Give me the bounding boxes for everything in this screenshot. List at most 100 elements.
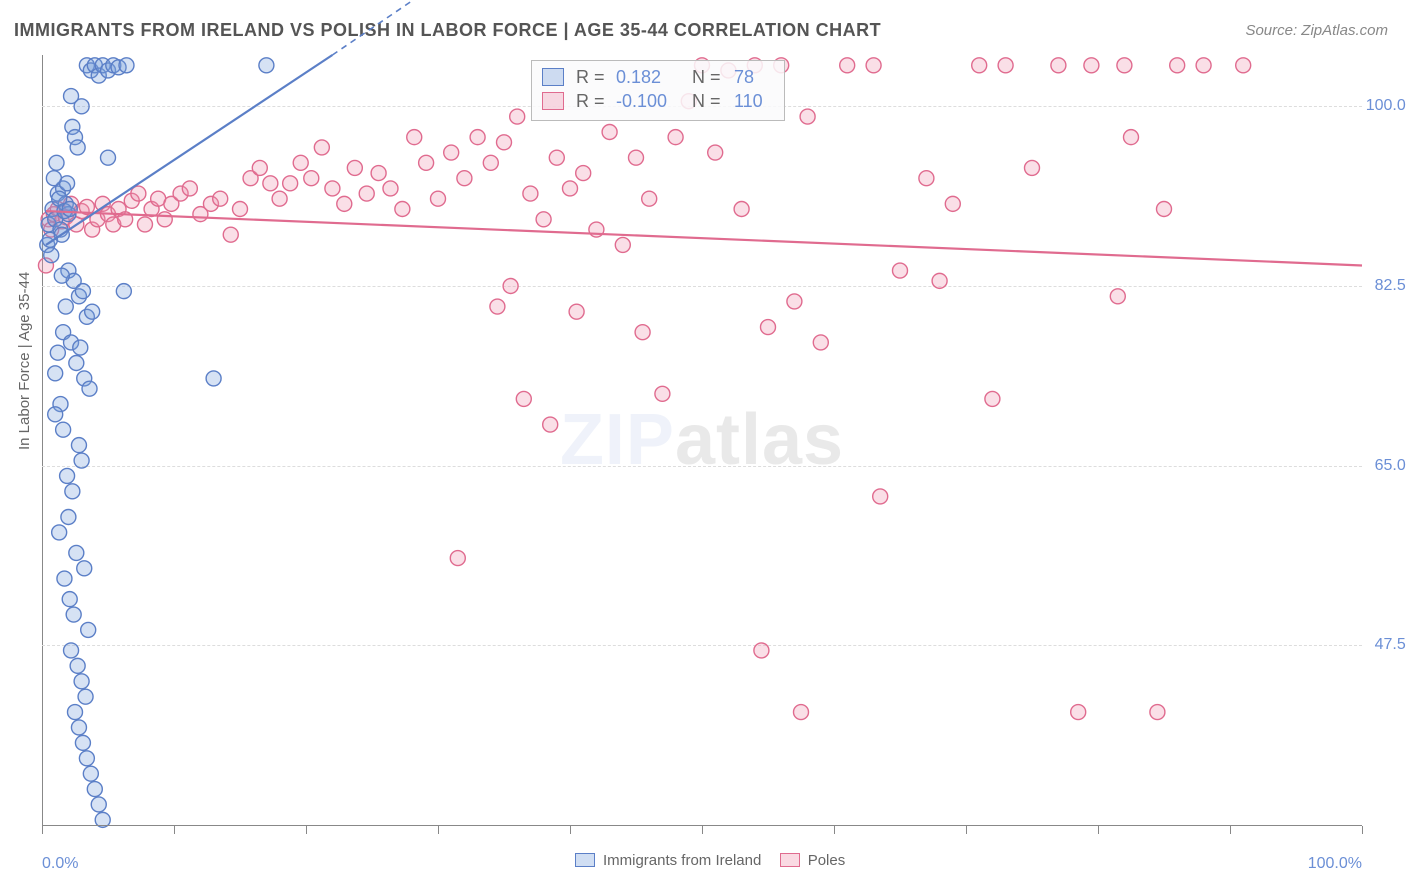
scatter-point-poles: [359, 186, 374, 201]
scatter-point-ireland: [48, 366, 63, 381]
scatter-point-poles: [549, 150, 564, 165]
trend-line: [46, 211, 1362, 265]
scatter-point-ireland: [73, 340, 88, 355]
scatter-point-poles: [272, 191, 287, 206]
scatter-point-poles: [734, 202, 749, 217]
scatter-point-poles: [337, 196, 352, 211]
scatter-point-poles: [223, 227, 238, 242]
scatter-point-poles: [503, 279, 518, 294]
scatter-point-poles: [304, 171, 319, 186]
scatter-point-ireland: [50, 345, 65, 360]
scatter-point-poles: [431, 191, 446, 206]
scatter-point-poles: [444, 145, 459, 160]
scatter-point-poles: [516, 391, 531, 406]
scatter-point-poles: [450, 551, 465, 566]
scatter-point-ireland: [70, 658, 85, 673]
legend-label-ireland: Immigrants from Ireland: [603, 852, 761, 869]
y-axis-label: In Labor Force | Age 35-44: [16, 272, 33, 450]
scatter-point-poles: [407, 130, 422, 145]
scatter-point-ireland: [61, 510, 76, 525]
scatter-point-poles: [157, 212, 172, 227]
scatter-point-poles: [813, 335, 828, 350]
scatter-point-ireland: [71, 438, 86, 453]
corr-swatch-poles: [542, 92, 564, 110]
correlation-box: R = 0.182 N = 78 R = -0.100 N = 110: [531, 60, 785, 121]
scatter-point-poles: [754, 643, 769, 658]
legend-swatch-ireland: [575, 853, 595, 867]
scatter-point-ireland: [91, 797, 106, 812]
scatter-point-ireland: [49, 155, 64, 170]
scatter-point-poles: [483, 155, 498, 170]
legend-swatch-poles: [780, 853, 800, 867]
y-tick-label: 47.5%: [1364, 636, 1406, 654]
chart-title: IMMIGRANTS FROM IRELAND VS POLISH IN LAB…: [14, 20, 881, 41]
scatter-point-poles: [457, 171, 472, 186]
scatter-point-poles: [635, 325, 650, 340]
scatter-point-poles: [1110, 289, 1125, 304]
scatter-point-ireland: [60, 468, 75, 483]
scatter-point-ireland: [81, 622, 96, 637]
y-tick-label: 82.5%: [1364, 277, 1406, 295]
legend-label-poles: Poles: [808, 852, 846, 869]
scatter-point-ireland: [58, 299, 73, 314]
scatter-point-poles: [945, 196, 960, 211]
scatter-point-poles: [371, 166, 386, 181]
scatter-point-poles: [615, 237, 630, 252]
scatter-point-ireland: [75, 284, 90, 299]
scatter-point-poles: [919, 171, 934, 186]
scatter-point-poles: [668, 130, 683, 145]
x-tick: [570, 826, 571, 834]
x-tick: [1230, 826, 1231, 834]
scatter-point-poles: [314, 140, 329, 155]
scatter-point-poles: [1025, 160, 1040, 175]
scatter-point-ireland: [77, 561, 92, 576]
scatter-point-poles: [1196, 58, 1211, 73]
scatter-point-ireland: [116, 284, 131, 299]
scatter-point-poles: [137, 217, 152, 232]
scatter-point-poles: [998, 58, 1013, 73]
scatter-point-poles: [233, 202, 248, 217]
scatter-point-poles: [395, 202, 410, 217]
scatter-point-poles: [470, 130, 485, 145]
correlation-row-poles: R = -0.100 N = 110: [542, 89, 774, 113]
y-tick-label: 100.0%: [1364, 97, 1406, 115]
scatter-point-poles: [536, 212, 551, 227]
scatter-point-ireland: [44, 248, 59, 263]
scatter-point-poles: [840, 58, 855, 73]
scatter-point-ireland: [101, 150, 116, 165]
scatter-point-poles: [1157, 202, 1172, 217]
scatter-point-ireland: [206, 371, 221, 386]
scatter-point-poles: [523, 186, 538, 201]
scatter-point-poles: [490, 299, 505, 314]
scatter-point-poles: [1170, 58, 1185, 73]
scatter-point-ireland: [69, 356, 84, 371]
scatter-point-ireland: [64, 89, 79, 104]
x-tick: [702, 826, 703, 834]
x-tick: [42, 826, 43, 834]
x-tick: [174, 826, 175, 834]
scatter-point-ireland: [65, 484, 80, 499]
x-tick: [306, 826, 307, 834]
scatter-point-ireland: [82, 381, 97, 396]
plot-area: ZIPatlas 100.0%82.5%65.0%47.5%: [42, 55, 1362, 825]
scatter-point-poles: [543, 417, 558, 432]
scatter-point-poles: [497, 135, 512, 150]
scatter-point-poles: [708, 145, 723, 160]
scatter-point-ireland: [78, 689, 93, 704]
scatter-point-poles: [293, 155, 308, 170]
scatter-point-poles: [761, 320, 776, 335]
scatter-svg: [42, 55, 1362, 825]
scatter-point-ireland: [259, 58, 274, 73]
scatter-point-poles: [576, 166, 591, 181]
scatter-point-poles: [419, 155, 434, 170]
scatter-point-poles: [642, 191, 657, 206]
scatter-point-ireland: [60, 176, 75, 191]
scatter-point-poles: [263, 176, 278, 191]
scatter-point-poles: [932, 273, 947, 288]
corr-swatch-ireland: [542, 68, 564, 86]
x-tick: [834, 826, 835, 834]
scatter-point-poles: [563, 181, 578, 196]
scatter-point-ireland: [119, 58, 134, 73]
scatter-point-ireland: [69, 545, 84, 560]
scatter-point-ireland: [68, 705, 83, 720]
